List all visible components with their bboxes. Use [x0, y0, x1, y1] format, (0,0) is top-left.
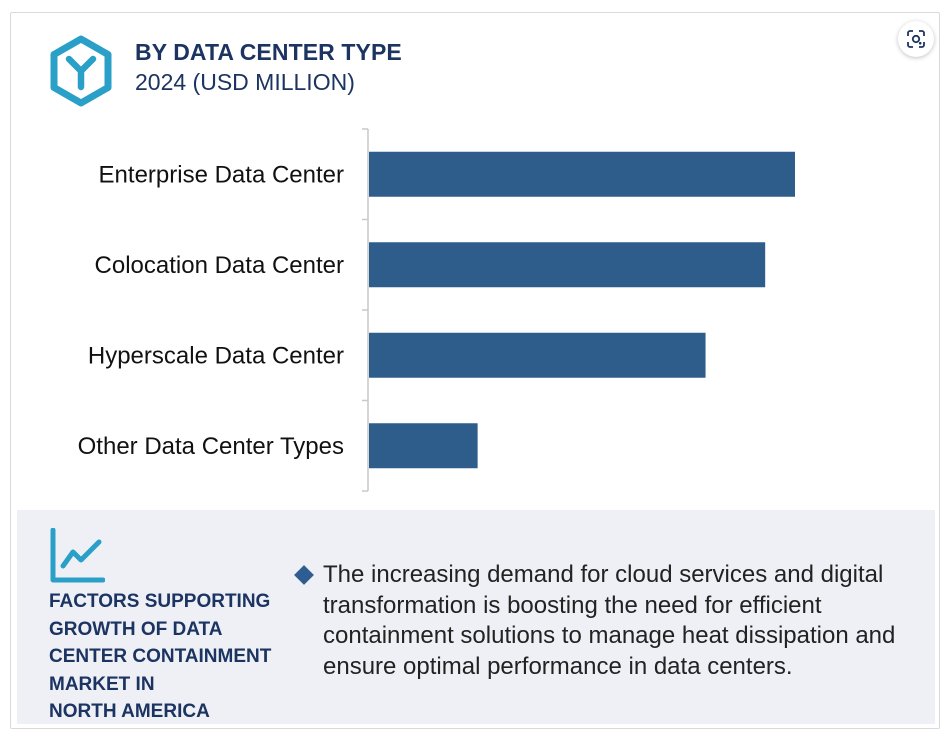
category-label: Other Data Center Types — [78, 433, 344, 460]
factors-line: GROWTH OF DATA — [49, 618, 223, 640]
hexagon-logo-icon — [50, 35, 112, 107]
bar — [369, 151, 795, 197]
chart-title: BY DATA CENTER TYPE — [135, 39, 402, 65]
lens-search-icon — [907, 30, 925, 48]
factors-line: FACTORS SUPPORTING — [49, 591, 271, 612]
factors-heading: FACTORS SUPPORTING GROWTH OF DATA CENTER… — [49, 588, 289, 726]
diamond-bullet-icon — [294, 565, 314, 585]
category-label: Hyperscale Data Center — [88, 342, 344, 369]
category-label: Colocation Data Center — [95, 252, 344, 279]
factors-line: NORTH AMERICA — [49, 701, 210, 722]
bar — [369, 242, 766, 288]
factors-line: CENTER CONTAINMENT — [49, 646, 272, 667]
bar-chart: Enterprise Data Center Colocation Data Ce… — [78, 128, 795, 492]
bar — [369, 423, 478, 469]
trend-chart-icon — [50, 528, 105, 583]
lens-button[interactable] — [898, 21, 934, 57]
factor-description: The increasing demand for cloud services… — [323, 561, 896, 680]
chart-subtitle: 2024 (USD MILLION) — [135, 69, 355, 95]
category-label: Enterprise Data Center — [99, 161, 344, 188]
factors-line: MARKET IN — [49, 673, 155, 695]
bar — [369, 332, 706, 378]
factors-panel: FACTORS SUPPORTING GROWTH OF DATA CENTER… — [17, 510, 935, 724]
infographic-card: BY DATA CENTER TYPE 2024 (USD MILLION) E… — [10, 12, 940, 729]
